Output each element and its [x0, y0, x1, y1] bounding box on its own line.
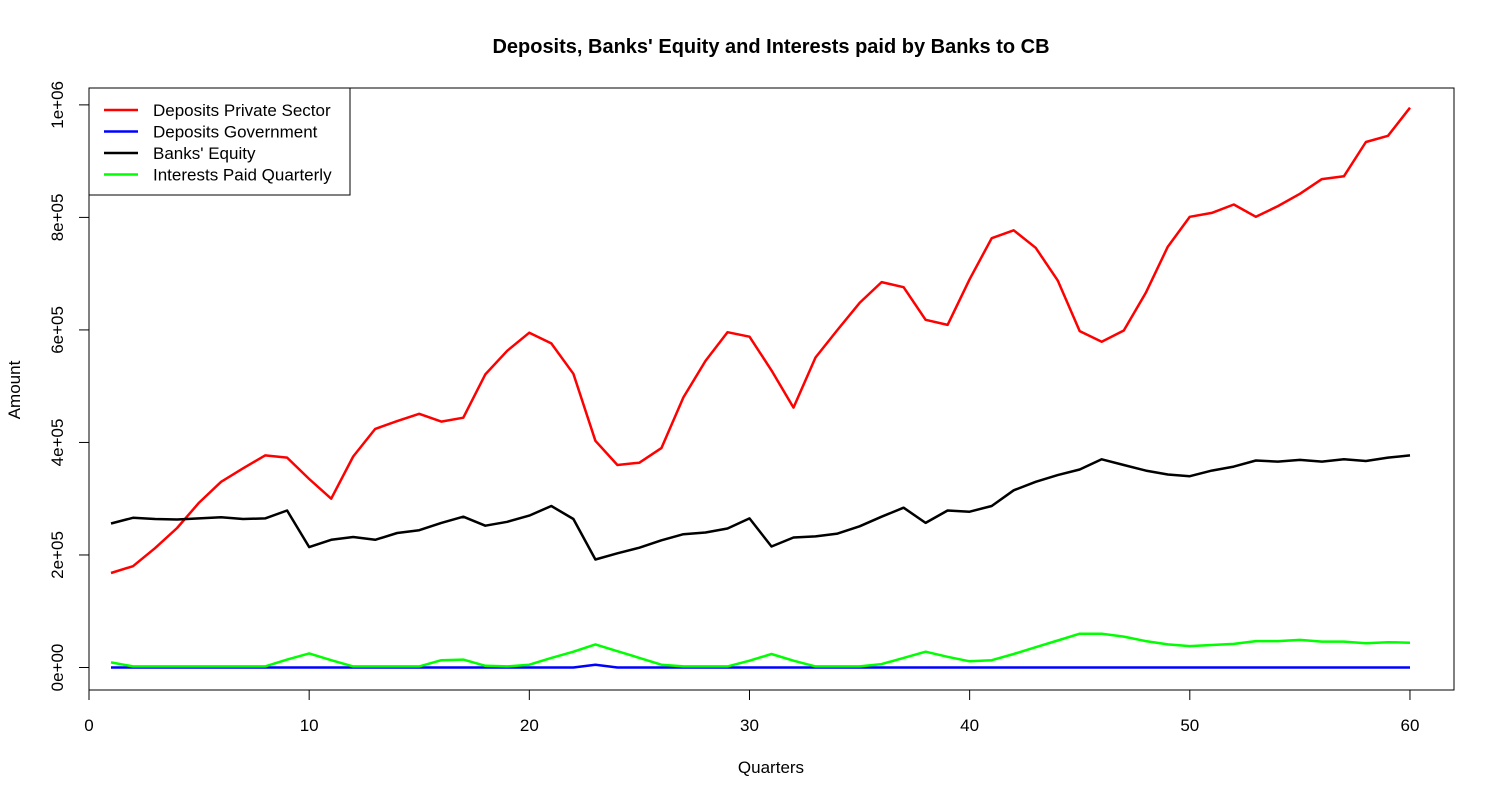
y-tick-label: 8e+05: [48, 194, 67, 242]
legend: Deposits Private Sector Deposits Governme…: [88, 87, 351, 196]
y-tick-label: 0e+00: [48, 644, 67, 692]
y-tick-label: 6e+05: [48, 306, 67, 354]
x-axis-label: Quarters: [738, 758, 804, 777]
series-line-deposits-private-sector: [110, 106, 1411, 575]
series-line-deposits-government: [111, 663, 1410, 669]
legend-box: [88, 87, 351, 196]
x-tick-label: 50: [1180, 716, 1199, 735]
series-layer: [110, 106, 1411, 669]
legend-entry: Interests Paid Quarterly: [153, 166, 332, 185]
series-line-banks-equity: [110, 454, 1411, 561]
legend-entry: Banks' Equity: [153, 144, 256, 163]
legend-entry: Deposits Private Sector: [153, 101, 331, 120]
x-tick-label: 0: [84, 716, 93, 735]
series-line-interests-paid-quarterly: [110, 632, 1411, 668]
x-tick-label: 40: [960, 716, 979, 735]
legend-entry: Deposits Government: [153, 123, 318, 142]
x-tick-label: 20: [520, 716, 539, 735]
x-axis: 0 10 20 30 40 50 60: [84, 689, 1420, 735]
y-tick-label: 2e+05: [48, 531, 67, 579]
chart-title: Deposits, Banks' Equity and Interests pa…: [492, 36, 1049, 58]
x-tick-label: 30: [740, 716, 759, 735]
y-tick-label: 1e+06: [48, 81, 67, 129]
x-tick-label: 10: [300, 716, 319, 735]
y-tick-label: 4e+05: [48, 419, 67, 467]
x-tick-label: 60: [1401, 716, 1420, 735]
y-axis: 0e+00 2e+05 4e+05 6e+05 8e+05 1e+06: [48, 81, 90, 692]
y-axis-label: Amount: [5, 360, 24, 419]
